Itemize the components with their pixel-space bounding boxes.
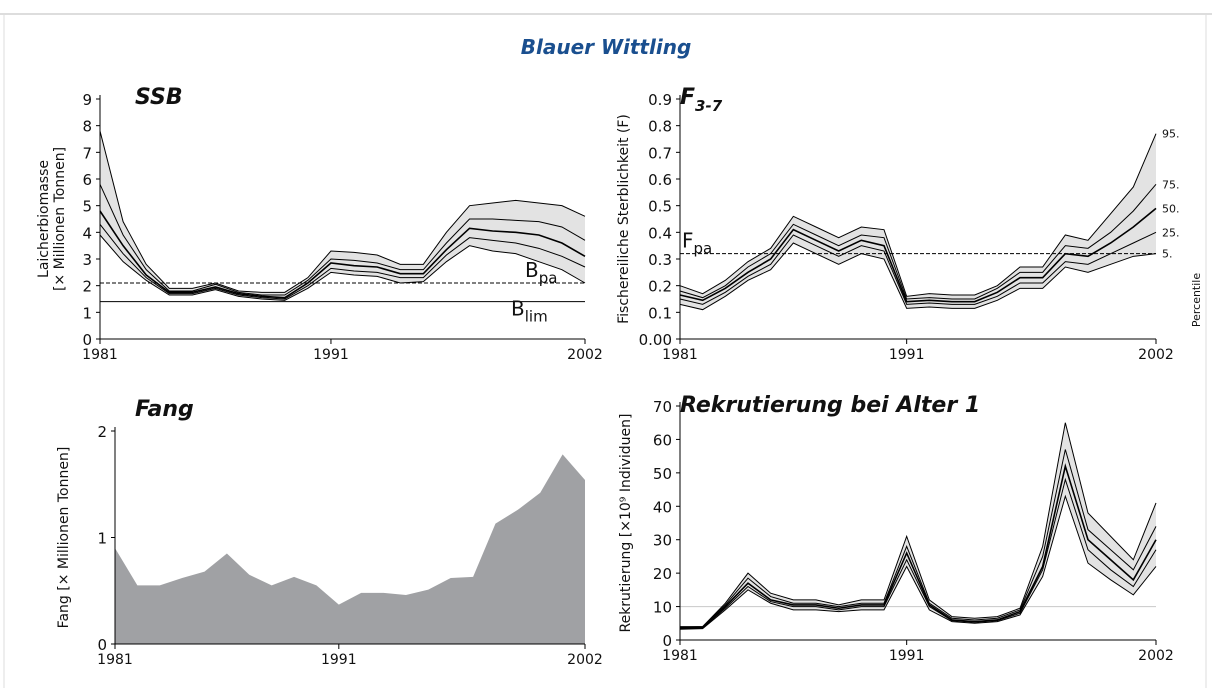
- y-tick-label: 20: [653, 565, 672, 583]
- series-label: 95.: [1162, 128, 1180, 141]
- percentile-line: [679, 184, 1157, 300]
- percentile-line: [99, 224, 586, 300]
- x-tick-label: 2002: [1138, 347, 1174, 363]
- y-tick-label: 2: [97, 423, 107, 441]
- area: [115, 454, 585, 644]
- series-label: 5.: [1162, 248, 1173, 261]
- y-tick-label: 6: [82, 171, 92, 189]
- percentile-band: [100, 131, 585, 301]
- y-tick-label: 4: [82, 224, 92, 242]
- percentile-line: [679, 133, 1157, 297]
- y-tick-label: 0.7: [648, 144, 672, 162]
- title-text: Fang: [135, 397, 194, 422]
- y-tick-label: 1: [97, 530, 107, 548]
- series-label: 25.: [1162, 226, 1180, 239]
- percentile-line: [679, 494, 1157, 630]
- x-tick-label: 2002: [567, 347, 603, 363]
- y-axis-label: Fang [× Millionen Tonnen]: [56, 447, 72, 629]
- x-tick-label: 1981: [82, 347, 118, 363]
- y-tick-label: 0.2: [648, 278, 672, 296]
- figure-title: Blauer Wittling: [521, 35, 692, 59]
- percentile-line: [679, 477, 1157, 630]
- percentile-line: [679, 463, 1157, 629]
- y-tick-label: 9: [82, 91, 92, 109]
- y-tick-label: 3: [82, 251, 92, 269]
- y-tick-label: 0.3: [648, 251, 672, 269]
- y-tick-label: 0.5: [648, 198, 672, 216]
- panel-title: SSB: [135, 85, 183, 110]
- x-tick-label: 1991: [889, 347, 925, 363]
- y-tick-label: 70: [653, 398, 672, 416]
- x-tick-label: 1991: [321, 652, 357, 668]
- legend-title: Percentile: [1190, 273, 1203, 328]
- x-tick-label: 1981: [97, 652, 133, 668]
- x-tick-label: 1991: [313, 347, 349, 363]
- y-tick-label: 0.4: [648, 224, 672, 242]
- y-tick-label: 0.8: [648, 118, 672, 136]
- percentile-line: [99, 210, 586, 299]
- y-axis-label: Laicherbiomasse: [36, 160, 52, 278]
- percentile-line: [680, 422, 1157, 628]
- y-tick-label: 7: [82, 144, 92, 162]
- panel-title: F3-7: [680, 85, 723, 115]
- title-text: SSB: [135, 85, 183, 110]
- reference-label-main: B: [511, 297, 525, 321]
- percentile-line: [679, 449, 1157, 628]
- title-text: Rekrutierung bei Alter 1: [680, 393, 980, 418]
- percentile-line: [679, 231, 1157, 305]
- series-label: 50.: [1162, 202, 1180, 215]
- percentile-line: [99, 130, 586, 293]
- reference-label: Fpa: [682, 229, 712, 258]
- reference-label-sub: pa: [694, 240, 713, 258]
- y-tick-label: 8: [82, 118, 92, 136]
- panel-title: Rekrutierung bei Alter 1: [680, 393, 980, 418]
- title-text: F: [680, 85, 695, 110]
- y-tick-label: 40: [653, 498, 672, 516]
- y-tick-label: 0: [97, 636, 107, 654]
- y-tick-label: 50: [653, 465, 672, 483]
- y-axis-label: Fischereiliche Sterblichkeit (F): [616, 114, 632, 324]
- reference-label: Blim: [511, 297, 548, 326]
- title-subscript: 3-7: [695, 97, 723, 115]
- x-tick-label: 2002: [567, 652, 603, 668]
- y-tick-label: 0.00: [639, 331, 672, 349]
- percentile-line: [679, 207, 1157, 303]
- y-tick-label: 0.6: [648, 171, 672, 189]
- series-label: 75.: [1162, 178, 1180, 191]
- y-tick-label: 2: [82, 278, 92, 296]
- y-tick-label: 30: [653, 532, 672, 550]
- y-tick-label: 1: [82, 304, 92, 322]
- y-tick-label: 0: [82, 331, 92, 349]
- x-tick-label: 2002: [1138, 648, 1174, 664]
- y-tick-label: 60: [653, 431, 672, 449]
- reference-label-main: B: [525, 258, 539, 282]
- y-tick-label: 0: [662, 632, 672, 650]
- y-tick-label: 0.1: [648, 304, 672, 322]
- y-axis-label: Rekrutierung [×10⁹ Individuen]: [618, 413, 634, 632]
- x-tick-label: 1981: [662, 347, 698, 363]
- reference-label-sub: lim: [525, 308, 548, 326]
- reference-label-main: F: [682, 229, 694, 253]
- y-tick-label: 10: [653, 599, 672, 617]
- y-tick-label: 0.9: [648, 91, 672, 109]
- reference-label-sub: pa: [539, 269, 558, 287]
- reference-label: Bpa: [525, 258, 557, 287]
- x-tick-label: 1981: [662, 648, 698, 664]
- percentile-line: [99, 184, 586, 296]
- percentile-line: [679, 242, 1157, 311]
- percentile-line: [99, 234, 586, 301]
- panel-title: Fang: [135, 397, 194, 422]
- percentile-band: [680, 133, 1156, 310]
- x-tick-label: 1991: [889, 648, 925, 664]
- y-axis-label: [× Millionen Tonnen]: [52, 147, 68, 291]
- y-tick-label: 5: [82, 198, 92, 216]
